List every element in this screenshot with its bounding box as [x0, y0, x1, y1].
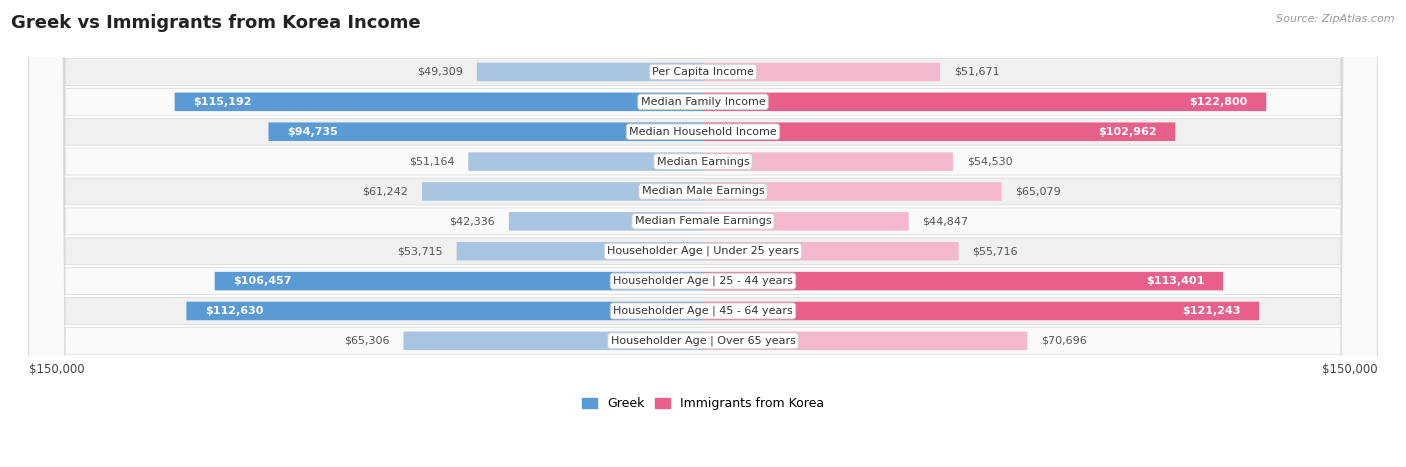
FancyBboxPatch shape [703, 182, 1001, 201]
FancyBboxPatch shape [468, 152, 703, 171]
Legend: Greek, Immigrants from Korea: Greek, Immigrants from Korea [578, 392, 828, 415]
FancyBboxPatch shape [703, 92, 1267, 111]
FancyBboxPatch shape [457, 242, 703, 261]
Text: $55,716: $55,716 [973, 246, 1018, 256]
FancyBboxPatch shape [174, 92, 703, 111]
FancyBboxPatch shape [404, 332, 703, 350]
Text: Source: ZipAtlas.com: Source: ZipAtlas.com [1277, 14, 1395, 24]
Text: Median Male Earnings: Median Male Earnings [641, 186, 765, 197]
FancyBboxPatch shape [28, 0, 1378, 467]
Text: Householder Age | Under 25 years: Householder Age | Under 25 years [607, 246, 799, 256]
FancyBboxPatch shape [703, 302, 1260, 320]
Text: Greek vs Immigrants from Korea Income: Greek vs Immigrants from Korea Income [11, 14, 420, 32]
FancyBboxPatch shape [703, 212, 908, 231]
Text: Per Capita Income: Per Capita Income [652, 67, 754, 77]
Text: Householder Age | 25 - 44 years: Householder Age | 25 - 44 years [613, 276, 793, 286]
FancyBboxPatch shape [28, 0, 1378, 467]
FancyBboxPatch shape [28, 0, 1378, 467]
Text: $51,671: $51,671 [953, 67, 1000, 77]
Text: $65,079: $65,079 [1015, 186, 1062, 197]
Text: $94,735: $94,735 [287, 127, 337, 137]
Text: $102,962: $102,962 [1098, 127, 1157, 137]
FancyBboxPatch shape [703, 152, 953, 171]
FancyBboxPatch shape [28, 0, 1378, 467]
Text: $51,164: $51,164 [409, 156, 454, 167]
FancyBboxPatch shape [269, 122, 703, 141]
Text: $113,401: $113,401 [1146, 276, 1205, 286]
Text: Householder Age | 45 - 64 years: Householder Age | 45 - 64 years [613, 306, 793, 316]
FancyBboxPatch shape [28, 0, 1378, 467]
FancyBboxPatch shape [422, 182, 703, 201]
FancyBboxPatch shape [703, 332, 1028, 350]
Text: Median Female Earnings: Median Female Earnings [634, 216, 772, 226]
Text: $53,715: $53,715 [398, 246, 443, 256]
Text: Median Household Income: Median Household Income [628, 127, 778, 137]
FancyBboxPatch shape [28, 0, 1378, 467]
Text: Householder Age | Over 65 years: Householder Age | Over 65 years [610, 336, 796, 346]
Text: Median Family Income: Median Family Income [641, 97, 765, 107]
Text: $115,192: $115,192 [193, 97, 252, 107]
Text: $44,847: $44,847 [922, 216, 969, 226]
Text: $61,242: $61,242 [363, 186, 408, 197]
FancyBboxPatch shape [703, 122, 1175, 141]
Text: $112,630: $112,630 [205, 306, 263, 316]
Text: $150,000: $150,000 [1322, 363, 1378, 376]
FancyBboxPatch shape [215, 272, 703, 290]
Text: Median Earnings: Median Earnings [657, 156, 749, 167]
FancyBboxPatch shape [703, 242, 959, 261]
FancyBboxPatch shape [28, 0, 1378, 467]
Text: $121,243: $121,243 [1182, 306, 1240, 316]
FancyBboxPatch shape [187, 302, 703, 320]
Text: $54,530: $54,530 [967, 156, 1012, 167]
Text: $122,800: $122,800 [1189, 97, 1249, 107]
FancyBboxPatch shape [28, 0, 1378, 467]
FancyBboxPatch shape [28, 0, 1378, 467]
FancyBboxPatch shape [703, 272, 1223, 290]
Text: $70,696: $70,696 [1040, 336, 1087, 346]
Text: $49,309: $49,309 [418, 67, 463, 77]
FancyBboxPatch shape [509, 212, 703, 231]
FancyBboxPatch shape [703, 63, 941, 81]
Text: $150,000: $150,000 [28, 363, 84, 376]
FancyBboxPatch shape [28, 0, 1378, 467]
Text: $65,306: $65,306 [344, 336, 389, 346]
FancyBboxPatch shape [477, 63, 703, 81]
Text: $42,336: $42,336 [450, 216, 495, 226]
Text: $106,457: $106,457 [233, 276, 291, 286]
